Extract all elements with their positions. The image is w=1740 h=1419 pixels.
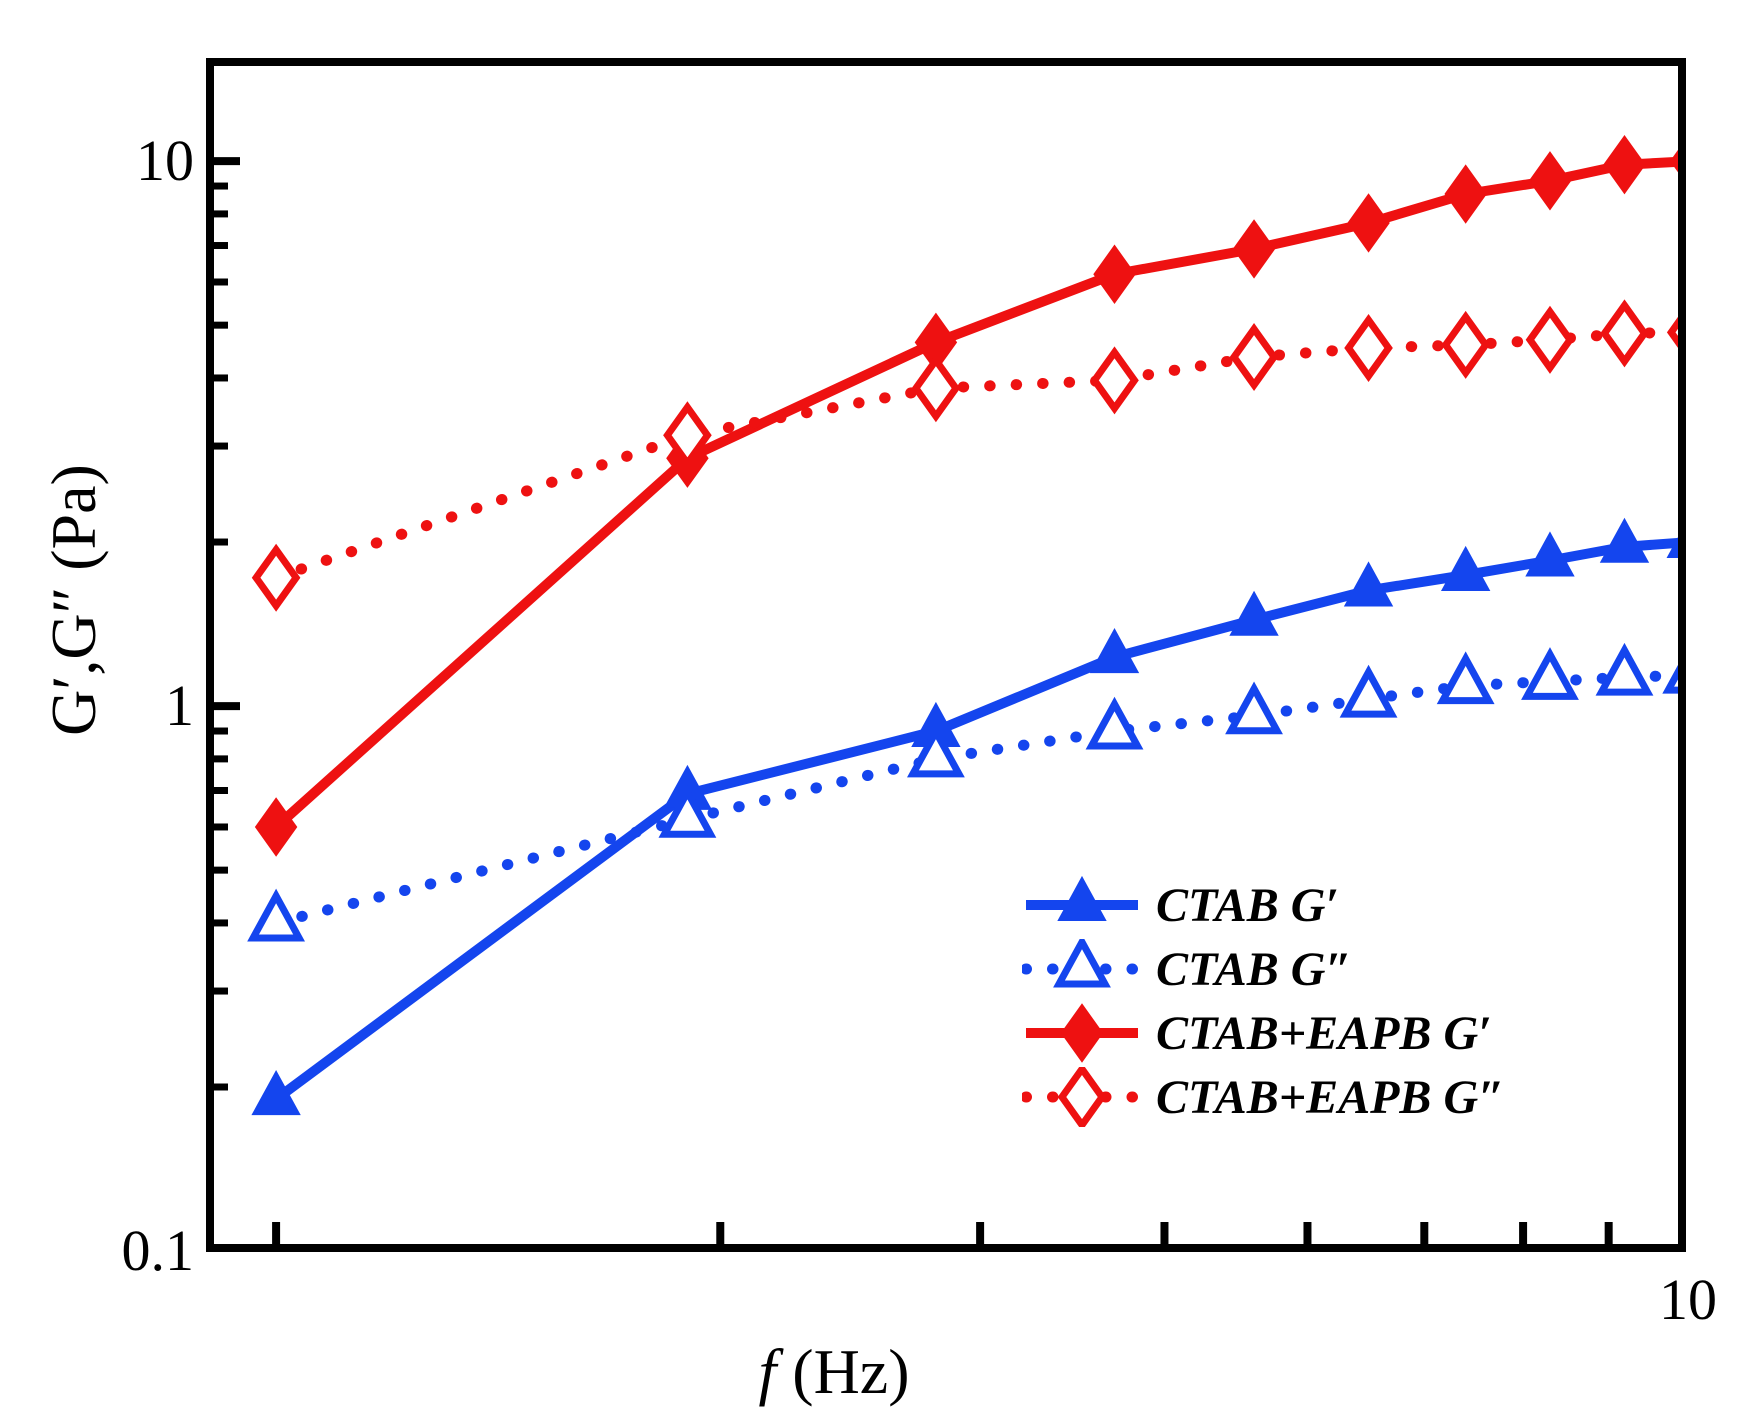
x-axis-title-unit: (Hz) bbox=[776, 1336, 910, 1407]
series-1-marker bbox=[1729, 644, 1740, 686]
legend-sample-marker bbox=[1057, 1067, 1107, 1127]
series-2-marker bbox=[1669, 144, 1682, 178]
series-3-marker bbox=[663, 401, 712, 470]
series-2-marker bbox=[1093, 244, 1136, 304]
series-3-marker bbox=[1600, 299, 1649, 368]
series-0-marker bbox=[1599, 517, 1650, 563]
legend-label-ctab-gprime: CTAB G′ bbox=[1156, 878, 1339, 932]
series-3-marker bbox=[1732, 302, 1740, 358]
series-line-3 bbox=[270, 327, 1682, 584]
x-tick-label-10: 10 bbox=[1659, 1267, 1717, 1332]
legend-sample-marker bbox=[1057, 875, 1107, 921]
legend-item-eapb-gprime: CTAB+EAPB G′ bbox=[1022, 1003, 1492, 1063]
series-line-2 bbox=[272, 156, 1682, 831]
series-1-marker bbox=[1339, 664, 1398, 718]
series-1-marker bbox=[1521, 647, 1579, 700]
series-3-marker bbox=[1525, 305, 1575, 374]
legend-label-ctab-gdouble: CTAB G″ bbox=[1156, 942, 1352, 996]
series-3-marker bbox=[1090, 346, 1139, 415]
series-0-marker bbox=[1666, 529, 1682, 559]
series-3-marker bbox=[1666, 311, 1682, 354]
x-axis-title-symbol: f bbox=[758, 1336, 777, 1407]
series-0-marker bbox=[1525, 531, 1575, 577]
legend-item-ctab-gprime: CTAB G′ bbox=[1022, 875, 1339, 935]
legend-item-ctab-gdouble: CTAB G″ bbox=[1022, 939, 1352, 999]
series-2-marker bbox=[1732, 131, 1740, 187]
series-0-marker bbox=[251, 1070, 301, 1116]
y-tick-label-10: 10 bbox=[136, 128, 194, 193]
series-3-marker bbox=[911, 354, 961, 423]
legend-sample-ctab-gprime bbox=[1026, 875, 1138, 921]
series-2-marker bbox=[1347, 193, 1390, 253]
series-0-marker bbox=[1343, 561, 1394, 607]
legend-label-eapb-gprime: CTAB+EAPB G′ bbox=[1156, 1006, 1492, 1060]
series-1-marker bbox=[1436, 651, 1495, 705]
series-0-marker bbox=[1089, 628, 1140, 674]
series-line-0 bbox=[273, 537, 1682, 1104]
series-1-marker bbox=[1085, 696, 1144, 750]
series-3-marker bbox=[251, 543, 301, 612]
legend-sample-marker bbox=[1053, 939, 1111, 988]
series-3-marker bbox=[1441, 310, 1490, 379]
plot-frame bbox=[206, 58, 1686, 1252]
y-axis-title: G′,G″ (Pa) bbox=[38, 464, 109, 736]
series-1-marker bbox=[906, 724, 965, 778]
series-0-marker bbox=[1440, 545, 1491, 591]
legend-sample-marker bbox=[1060, 1003, 1104, 1063]
series-line-1 bbox=[270, 669, 1682, 929]
series-layer bbox=[247, 131, 1740, 1116]
legend-item-eapb-gdouble: CTAB+EAPB G″ bbox=[1022, 1067, 1505, 1127]
x-axis-title: f (Hz) bbox=[758, 1335, 909, 1409]
legend-sample-eapb-gprime bbox=[1026, 1003, 1138, 1063]
series-2-marker bbox=[1528, 151, 1572, 211]
legend-sample-eapb-gdouble bbox=[1022, 1067, 1142, 1127]
y-tick-label-0p1: 0.1 bbox=[121, 1218, 195, 1283]
series-2-marker bbox=[1444, 164, 1487, 224]
series-3-marker bbox=[1344, 313, 1393, 383]
series-2-marker bbox=[254, 797, 298, 857]
y-tick-label-1: 1 bbox=[165, 673, 194, 738]
series-1-marker bbox=[658, 784, 717, 838]
series-0-marker bbox=[1229, 590, 1279, 636]
series-1-marker bbox=[247, 888, 306, 942]
series-2-marker bbox=[1603, 134, 1646, 195]
series-1-marker bbox=[1662, 657, 1682, 694]
series-1-marker bbox=[1595, 642, 1654, 696]
legend-label-eapb-gdouble: CTAB+EAPB G″ bbox=[1156, 1070, 1505, 1124]
series-1-marker bbox=[1225, 681, 1283, 735]
series-2-marker bbox=[1232, 219, 1276, 279]
legend-sample-ctab-gdouble bbox=[1022, 939, 1142, 988]
series-3-marker bbox=[1229, 323, 1279, 392]
series-0-marker bbox=[1729, 509, 1740, 551]
